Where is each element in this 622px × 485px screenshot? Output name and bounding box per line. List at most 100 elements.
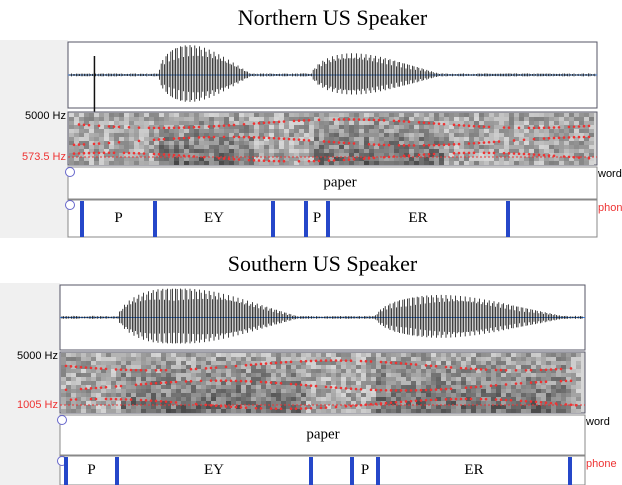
spectrogram-cell bbox=[161, 393, 166, 397]
spectrogram-cell bbox=[504, 129, 509, 133]
spectrogram-cell bbox=[311, 401, 316, 405]
spectrogram-cell bbox=[441, 381, 446, 385]
spectrogram-cell bbox=[226, 373, 231, 377]
formant-dot bbox=[428, 122, 431, 125]
spectrogram-cell bbox=[526, 389, 531, 393]
spectrogram-cell bbox=[469, 117, 474, 121]
spectrogram-cell bbox=[181, 373, 186, 377]
spectrogram-cell bbox=[239, 113, 244, 117]
spectrogram-cell bbox=[381, 373, 386, 377]
formant-dot bbox=[210, 367, 213, 370]
spectrogram-cell bbox=[406, 353, 411, 357]
spectrogram-cell bbox=[71, 369, 76, 373]
spectrogram-cell bbox=[544, 157, 549, 161]
spectrogram-cell bbox=[301, 393, 306, 397]
formant-dot bbox=[313, 160, 316, 163]
spectrogram-cell bbox=[524, 145, 529, 149]
spectrogram-cell bbox=[364, 129, 369, 133]
spectrogram-cell bbox=[504, 161, 509, 165]
spectrogram-cell bbox=[174, 157, 179, 161]
spectrogram-cell bbox=[116, 405, 121, 409]
spectrogram-cell bbox=[241, 397, 246, 401]
spectrogram-cell bbox=[409, 113, 414, 117]
spectrogram-cell bbox=[409, 133, 414, 137]
spectrogram-cell bbox=[144, 149, 149, 153]
spectrogram-cell bbox=[506, 365, 511, 369]
spectrogram-cell bbox=[584, 153, 589, 157]
spectrogram-cell bbox=[119, 133, 124, 137]
spectrogram-cell bbox=[121, 353, 126, 357]
spectrogram-cell bbox=[509, 113, 514, 117]
spectrogram-cell bbox=[376, 385, 381, 389]
spectrogram-cell bbox=[391, 405, 396, 409]
spectrogram-cell bbox=[579, 129, 584, 133]
spectrogram-cell bbox=[584, 121, 589, 125]
spectrogram-cell bbox=[396, 405, 401, 409]
formant-dot bbox=[168, 153, 171, 156]
spectrogram-cell bbox=[91, 361, 96, 365]
spectrogram-cell bbox=[576, 381, 581, 385]
spectrogram-cell bbox=[74, 113, 79, 117]
spectrogram-cell bbox=[304, 145, 309, 149]
spectrogram-cell bbox=[171, 369, 176, 373]
spectrogram-cell bbox=[359, 133, 364, 137]
formant-dot bbox=[253, 159, 256, 162]
formant-dot bbox=[320, 359, 323, 362]
spectrogram-cell bbox=[226, 357, 231, 361]
spectrogram-cell bbox=[334, 133, 339, 137]
formant-dot bbox=[343, 118, 346, 121]
spectrogram-cell bbox=[324, 149, 329, 153]
spectrogram-cell bbox=[369, 125, 374, 129]
spectrogram-cell bbox=[451, 409, 456, 413]
formant-dot bbox=[338, 118, 341, 121]
spectrogram-cell bbox=[371, 381, 376, 385]
spectrogram-cell bbox=[236, 369, 241, 373]
formant-dot bbox=[455, 398, 458, 401]
spectrogram-cell bbox=[424, 157, 429, 161]
spectrogram-cell bbox=[286, 369, 291, 373]
formant-dot bbox=[290, 383, 293, 386]
spectrogram-cell bbox=[286, 393, 291, 397]
spectrogram-cell bbox=[451, 377, 456, 381]
spectrogram-cell bbox=[531, 365, 536, 369]
spectrogram-cell bbox=[139, 145, 144, 149]
spectrogram-cell bbox=[106, 361, 111, 365]
spectrogram-cell bbox=[564, 129, 569, 133]
spectrogram-cell bbox=[494, 157, 499, 161]
spectrogram-cell bbox=[546, 389, 551, 393]
spectrogram-cell bbox=[481, 357, 486, 361]
spectrogram-cell bbox=[381, 381, 386, 385]
spectrogram-cell bbox=[231, 385, 236, 389]
spectrogram-cell bbox=[194, 141, 199, 145]
formant-dot bbox=[363, 118, 366, 121]
formant-dot bbox=[588, 136, 591, 139]
formant-dot bbox=[223, 124, 226, 127]
formant-dot bbox=[510, 399, 513, 402]
spectrogram-cell bbox=[204, 161, 209, 165]
spectrogram-cell bbox=[204, 121, 209, 125]
spectrogram-cell bbox=[294, 125, 299, 129]
formant-dot bbox=[560, 368, 563, 371]
spectrogram-cell bbox=[94, 145, 99, 149]
spectrogram-cell bbox=[164, 129, 169, 133]
spectrogram-cell bbox=[446, 381, 451, 385]
spectrogram-cell bbox=[234, 129, 239, 133]
spectrogram-cell bbox=[389, 161, 394, 165]
spectrogram-cell bbox=[446, 401, 451, 405]
spectrogram-cell bbox=[491, 389, 496, 393]
spectrogram-cell bbox=[61, 381, 66, 385]
spectrogram-cell bbox=[146, 353, 151, 357]
spectrogram-cell bbox=[339, 125, 344, 129]
spectrogram-cell bbox=[561, 389, 566, 393]
spectrogram-cell bbox=[216, 401, 221, 405]
panel-title: Southern US Speaker bbox=[228, 251, 418, 276]
spectrogram-cell bbox=[179, 145, 184, 149]
spectrogram-cell bbox=[559, 121, 564, 125]
spectrogram-cell bbox=[164, 149, 169, 153]
spectrogram-cell bbox=[454, 113, 459, 117]
spectrogram-cell bbox=[286, 357, 291, 361]
spectrogram-cell bbox=[296, 393, 301, 397]
spectrogram-cell bbox=[281, 353, 286, 357]
spectrogram-cell bbox=[556, 389, 561, 393]
spectrogram-cell bbox=[551, 353, 556, 357]
